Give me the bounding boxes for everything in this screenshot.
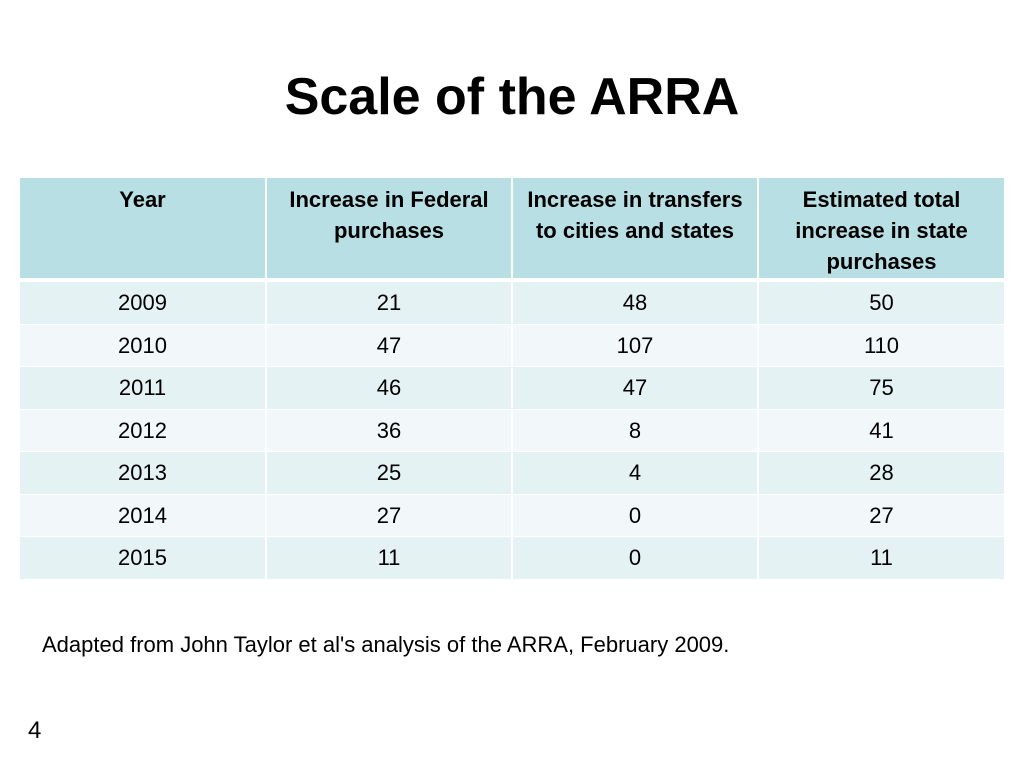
page-number: 4 [28,717,42,744]
cell-transfers: 0 [512,494,759,537]
header-year: Year [20,178,267,282]
cell-state-purchases: 27 [758,494,1004,537]
table-row: 2014 27 0 27 [20,494,1004,537]
table-row: 2009 21 48 50 [20,280,1004,325]
table-row: 2015 11 0 11 [20,536,1004,580]
table-row: 2012 36 8 41 [20,409,1004,452]
header-row: Year Increase in Federal purchases Incre… [20,178,1004,282]
cell-state-purchases: 11 [758,536,1004,580]
cell-federal-purchases: 46 [266,366,513,410]
arra-table: Year Increase in Federal purchases Incre… [20,178,1004,580]
cell-transfers: 4 [512,451,759,495]
cell-transfers: 47 [512,366,759,410]
cell-year: 2013 [20,451,267,495]
table-body: 2009 21 48 50 2010 47 107 110 2011 46 47… [20,280,1004,580]
cell-state-purchases: 28 [758,451,1004,495]
cell-year: 2011 [20,366,267,410]
table-header: Year Increase in Federal purchases Incre… [20,178,1004,282]
header-federal-purchases: Increase in Federal purchases [266,178,513,282]
cell-federal-purchases: 21 [266,280,513,325]
cell-year: 2010 [20,324,267,367]
table-row: 2011 46 47 75 [20,366,1004,410]
cell-year: 2009 [20,280,267,325]
cell-state-purchases: 41 [758,409,1004,452]
header-state-purchases: Estimated total increase in state purcha… [758,178,1004,282]
cell-federal-purchases: 36 [266,409,513,452]
cell-state-purchases: 50 [758,280,1004,325]
cell-year: 2014 [20,494,267,537]
cell-federal-purchases: 25 [266,451,513,495]
data-table-container: Year Increase in Federal purchases Incre… [20,178,1004,580]
header-transfers: Increase in transfers to cities and stat… [512,178,759,282]
source-note: Adapted from John Taylor et al's analysi… [42,632,730,657]
cell-transfers: 8 [512,409,759,452]
cell-federal-purchases: 47 [266,324,513,367]
cell-transfers: 48 [512,280,759,325]
cell-transfers: 0 [512,536,759,580]
cell-federal-purchases: 11 [266,536,513,580]
table-row: 2013 25 4 28 [20,451,1004,495]
cell-year: 2015 [20,536,267,580]
table-row: 2010 47 107 110 [20,324,1004,367]
cell-state-purchases: 75 [758,366,1004,410]
cell-state-purchases: 110 [758,324,1004,367]
slide-title: Scale of the ARRA [284,68,740,126]
cell-year: 2012 [20,409,267,452]
cell-transfers: 107 [512,324,759,367]
cell-federal-purchases: 27 [266,494,513,537]
